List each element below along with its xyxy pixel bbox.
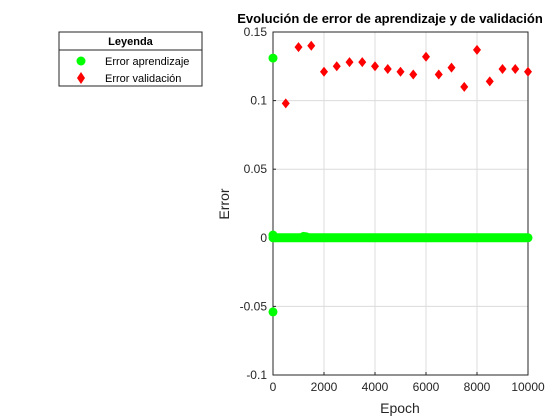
legend: Leyenda Error aprendizaje Error validaci… <box>58 31 203 87</box>
y-tick-label: 0.05 <box>244 162 268 176</box>
y-axis-ticks: -0.1 -0.05 0 0.05 0.1 0.15 <box>240 25 276 382</box>
y-tick-label: 0.1 <box>250 94 267 108</box>
y-tick-label: 0 <box>260 231 267 245</box>
validation-error-point <box>460 81 469 92</box>
validation-error-point <box>422 51 430 62</box>
x-tick-label: 10000 <box>511 380 545 394</box>
validation-error-point <box>320 66 328 77</box>
y-axis-label: Error <box>216 188 232 219</box>
legend-entry-validacion: Error validación <box>105 73 181 85</box>
legend-marker-diamond <box>77 72 85 84</box>
x-tick-label: 8000 <box>464 380 491 394</box>
validation-error-point <box>294 42 303 53</box>
validation-error-point <box>511 64 520 75</box>
validation-error-point <box>307 40 316 51</box>
validation-error-point <box>358 57 367 68</box>
train-error-point <box>268 230 278 240</box>
y-tick-label: -0.1 <box>246 368 267 382</box>
validation-error-point <box>332 61 341 72</box>
train-error-point <box>301 232 311 242</box>
plot-area <box>272 31 529 376</box>
legend-entry-aprendizaje: Error aprendizaje <box>105 56 189 68</box>
legend-title: Leyenda <box>108 36 154 48</box>
legend-marker-circle <box>76 56 86 66</box>
validation-error-point <box>447 62 456 73</box>
validation-error-point <box>371 61 379 72</box>
x-axis-ticks: 0 2000 4000 6000 8000 10000 <box>270 372 545 394</box>
x-axis-label: Epoch <box>380 400 420 416</box>
x-tick-label: 0 <box>270 380 277 394</box>
validation-error-point <box>281 98 290 109</box>
y-tick-label: 0.15 <box>244 25 268 39</box>
validation-error-point <box>473 44 481 55</box>
validation-error-point <box>409 69 418 80</box>
validation-error-point <box>434 69 443 80</box>
validation-error-point <box>345 57 354 68</box>
validation-error-point <box>383 64 392 75</box>
chart-title: Evolución de error de aprendizaje y de v… <box>237 11 543 26</box>
series-error-validacion <box>281 40 532 109</box>
x-tick-label: 6000 <box>413 380 440 394</box>
validation-error-point <box>485 76 494 87</box>
series-error-aprendizaje <box>268 53 533 317</box>
y-tick-label: -0.05 <box>240 299 268 313</box>
validation-error-point <box>524 66 532 77</box>
train-error-point <box>268 53 278 63</box>
validation-error-point <box>498 64 507 75</box>
x-tick-label: 2000 <box>311 380 338 394</box>
validation-error-point <box>396 66 405 77</box>
x-tick-label: 4000 <box>362 380 389 394</box>
train-error-point <box>268 307 278 317</box>
